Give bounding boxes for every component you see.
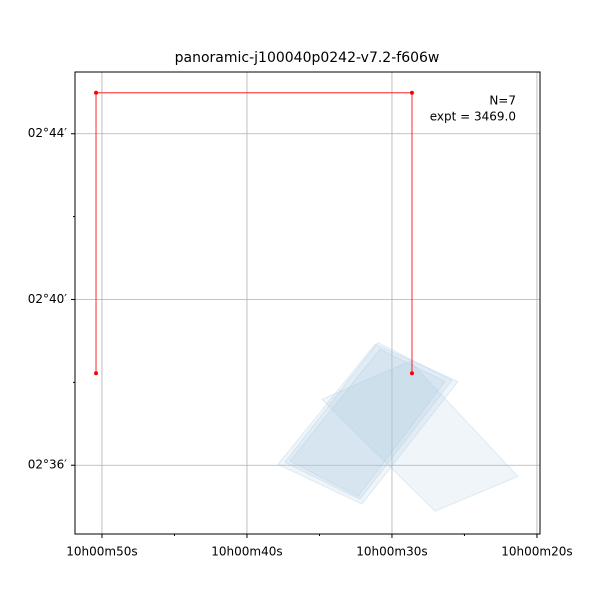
chart-title: panoramic-j100040p0242-v7.2-f606w [175, 50, 440, 66]
x-tick-label: 10h00m40s [211, 545, 282, 559]
x-tick-label: 10h00m20s [501, 545, 572, 559]
footprint [284, 341, 453, 500]
path-point [409, 371, 414, 376]
y-tick-label: 02°36′ [28, 458, 68, 472]
footprint [321, 360, 519, 512]
path-point [94, 90, 99, 95]
x-tick-label: 10h00m50s [66, 545, 137, 559]
footprint [289, 348, 446, 497]
x-tick-label: 10h00m30s [356, 545, 427, 559]
y-tick-label: 02°40′ [28, 292, 68, 306]
path-point [94, 371, 99, 376]
path-point [409, 90, 414, 95]
annotation: expt = 3469.0 [430, 110, 516, 124]
footprint [277, 343, 459, 505]
plot-frame [74, 71, 541, 535]
y-tick-label: 02°44′ [28, 126, 68, 140]
path-line [95, 92, 413, 374]
annotation: N=7 [489, 94, 516, 108]
